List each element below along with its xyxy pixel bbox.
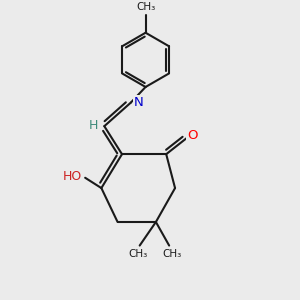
Text: HO: HO bbox=[63, 170, 83, 183]
Text: N: N bbox=[134, 96, 144, 109]
Text: H: H bbox=[88, 119, 98, 132]
Text: CH₃: CH₃ bbox=[136, 2, 155, 12]
Text: O: O bbox=[187, 128, 197, 142]
Text: CH₃: CH₃ bbox=[163, 249, 182, 259]
Text: CH₃: CH₃ bbox=[129, 249, 148, 259]
